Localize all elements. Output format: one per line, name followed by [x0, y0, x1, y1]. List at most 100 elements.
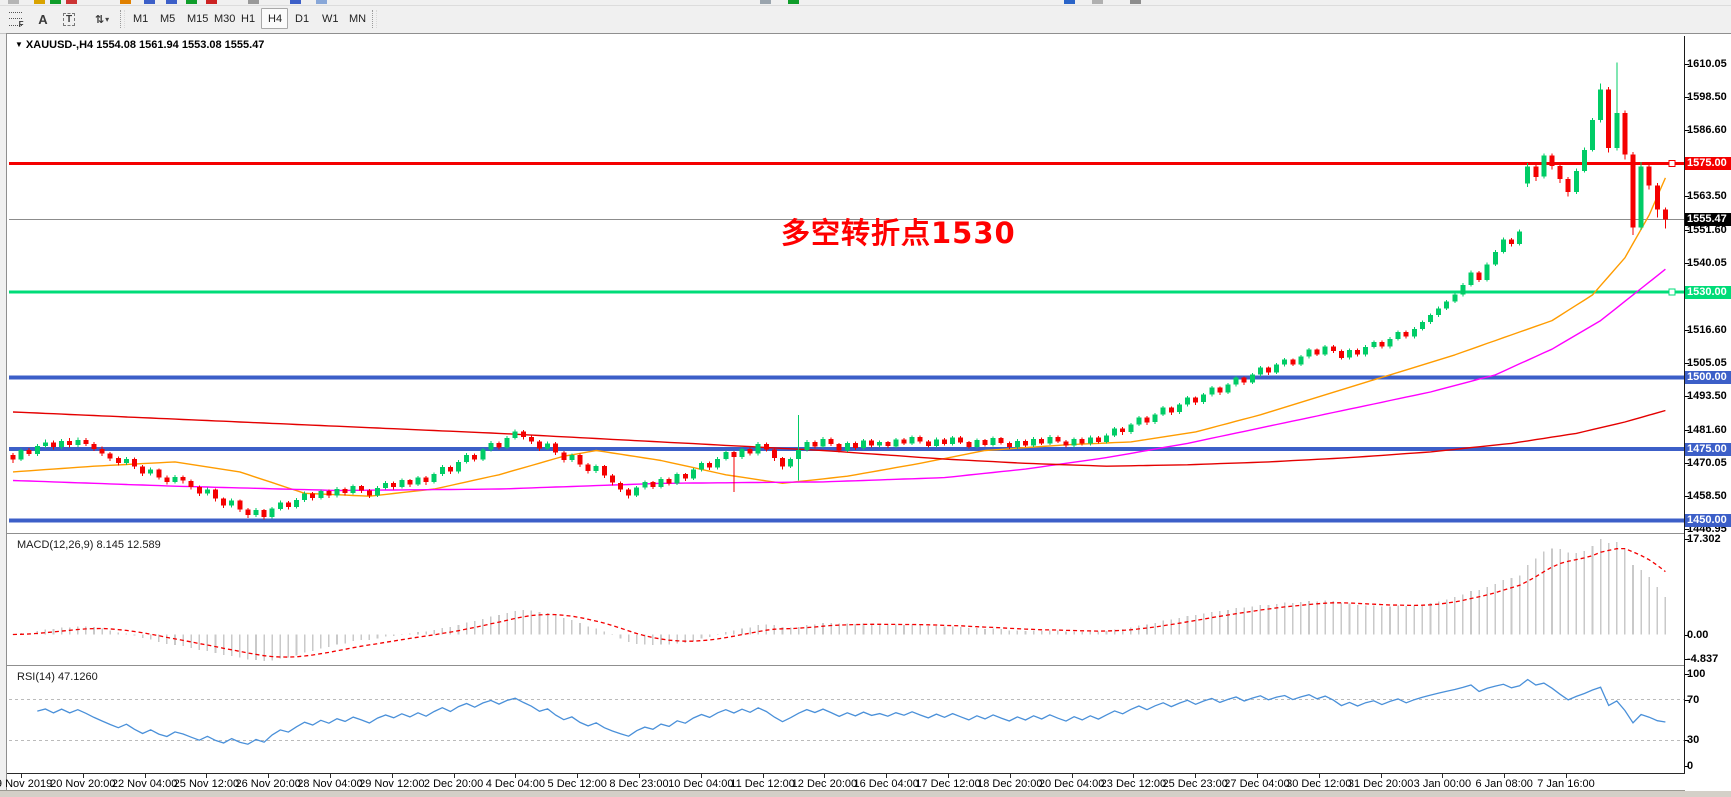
timeframe-button-h4[interactable]: H4: [261, 8, 288, 29]
time-tick: [824, 774, 826, 778]
time-tick: [1071, 774, 1073, 778]
timeframe-button-m15[interactable]: M15: [180, 8, 208, 29]
price-tick: 1516.60: [1685, 324, 1727, 337]
time-label: 26 Nov 20:00: [235, 778, 301, 790]
time-label: 29 Nov 12:00: [359, 778, 425, 790]
time-tick: [144, 774, 146, 778]
time-label: 10 Dec 04:00: [668, 778, 734, 790]
rsi-0-label: 0: [1685, 760, 1694, 772]
toolbar-separator: [120, 10, 125, 28]
macd-max-label: 17.302: [1685, 533, 1721, 545]
time-tick: [700, 774, 702, 778]
macd-zero-label: 0.00: [1685, 628, 1709, 641]
fibonacci-icon[interactable]: F: [4, 9, 26, 29]
clipped-icon: [166, 0, 177, 4]
timeframe-button-mn[interactable]: MN: [342, 8, 369, 29]
timeframe-button-m5[interactable]: M5: [153, 8, 180, 29]
symbol-ohlc-text: XAUUSD-,H4 1554.08 1561.94 1553.08 1555.…: [25, 39, 265, 51]
timeframe-button-w1[interactable]: W1: [315, 8, 342, 29]
time-label: 12 Dec 20:00: [791, 778, 858, 790]
chart-annotation-text[interactable]: 多空转折点1530: [781, 216, 1016, 250]
clipped-icon: [1064, 0, 1075, 4]
text-label-glyph: T: [62, 12, 76, 26]
clipped-icon: [1092, 0, 1103, 4]
time-tick: [886, 774, 888, 778]
time-tick: [1442, 774, 1444, 778]
timeframe-button-d1[interactable]: D1: [288, 8, 315, 29]
time-tick: [1133, 774, 1135, 778]
time-tick: [453, 774, 455, 778]
price-tick: 1598.50: [1685, 90, 1727, 103]
rsi-30-label: 30: [1685, 734, 1700, 747]
time-tick: [1009, 774, 1011, 778]
chart-menu-arrow-icon[interactable]: ▼: [15, 40, 23, 49]
price-tick: 1493.50: [1685, 390, 1727, 403]
time-label: 11 Dec 12:00: [730, 778, 795, 790]
timeframe-button-m1[interactable]: M1: [126, 8, 153, 29]
time-tick: [1380, 774, 1382, 778]
arrows-icon[interactable]: ⇅ ▾: [86, 9, 118, 29]
clipped-icon: [316, 0, 327, 4]
clipped-icon: [206, 0, 217, 4]
clipped-icon: [186, 0, 197, 4]
clipped-icon: [8, 0, 19, 4]
panel-splitter[interactable]: [7, 665, 1731, 666]
rsi-label: RSI(14) 47.1260: [17, 671, 98, 683]
time-label: 7 Jan 16:00: [1537, 778, 1595, 790]
text-label-icon[interactable]: T: [58, 9, 80, 29]
toolbar-separator: [372, 10, 377, 28]
time-tick: [762, 774, 764, 778]
time-tick: [1195, 774, 1197, 778]
time-label: 25 Nov 12:00: [173, 778, 240, 790]
price-tick: 1563.50: [1685, 190, 1727, 203]
clipped-toolbar-icons: [0, 0, 1731, 6]
clipped-icon: [1130, 0, 1141, 4]
timeframe-buttons: M1 M5 M15 M30 H1 H4 D1 W1 MN: [126, 8, 369, 30]
time-tick: [515, 774, 517, 778]
time-tick: [82, 774, 84, 778]
chart-window: ▼ XAUUSD-,H4 1554.08 1561.94 1553.08 1555…: [0, 33, 1731, 792]
rsi-panel-canvas[interactable]: [9, 667, 1684, 773]
time-tick: [577, 774, 579, 778]
clipped-icon: [290, 0, 301, 4]
time-tick: [1257, 774, 1258, 778]
time-label: 8 Dec 23:00: [609, 778, 669, 790]
text-icon[interactable]: A: [32, 9, 54, 29]
time-label: 22 Nov 04:00: [111, 778, 178, 790]
time-label: 5 Dec 12:00: [547, 778, 607, 790]
price-tick: 1470.05: [1685, 457, 1727, 470]
time-tick: [391, 774, 393, 778]
macd-min-label: -4.837: [1685, 653, 1719, 665]
toolbar: F A T ⇅ ▾ M1 M5 M15 M30 H1 H4 D1 W1 MN: [0, 6, 1731, 34]
time-label: 4 Dec 04:00: [485, 778, 546, 790]
fibonacci-glyph: F: [8, 12, 24, 29]
clipped-icon: [66, 0, 77, 4]
rsi-100-label: 100: [1685, 668, 1706, 680]
clipped-icon: [144, 0, 155, 4]
time-tick: [1566, 774, 1567, 778]
price-tick: 1610.05: [1685, 57, 1727, 70]
price-axis[interactable]: 1610.05 1598.50 1586.60 1563.50 1551.60 1540.…: [1685, 34, 1731, 791]
time-tick: [1504, 774, 1506, 778]
main-chart-canvas[interactable]: [9, 36, 1684, 533]
clipped-icon: [34, 0, 45, 4]
time-label: 16 Dec 04:00: [853, 778, 919, 790]
clipped-icon: [248, 0, 259, 4]
hline-price-label: 1450.00: [1685, 513, 1731, 527]
price-tick: 1540.05: [1685, 257, 1727, 270]
panel-splitter[interactable]: [7, 533, 1731, 534]
macd-panel-canvas[interactable]: [9, 535, 1684, 665]
timeframe-button-h1[interactable]: H1: [234, 8, 261, 29]
timeframe-button-m30[interactable]: M30: [207, 8, 235, 29]
time-tick: [268, 774, 270, 778]
time-label: 19 Nov 2019: [0, 778, 53, 790]
time-label: 17 Dec 12:00: [915, 778, 981, 790]
clipped-icon: [760, 0, 771, 4]
clipped-icon: [120, 0, 131, 4]
time-label: 28 Nov 04:00: [297, 778, 363, 790]
time-tick: [206, 774, 208, 778]
text-glyph: A: [38, 11, 48, 27]
chevron-down-icon[interactable]: ▾: [105, 14, 110, 24]
clipped-icon: [50, 0, 61, 4]
